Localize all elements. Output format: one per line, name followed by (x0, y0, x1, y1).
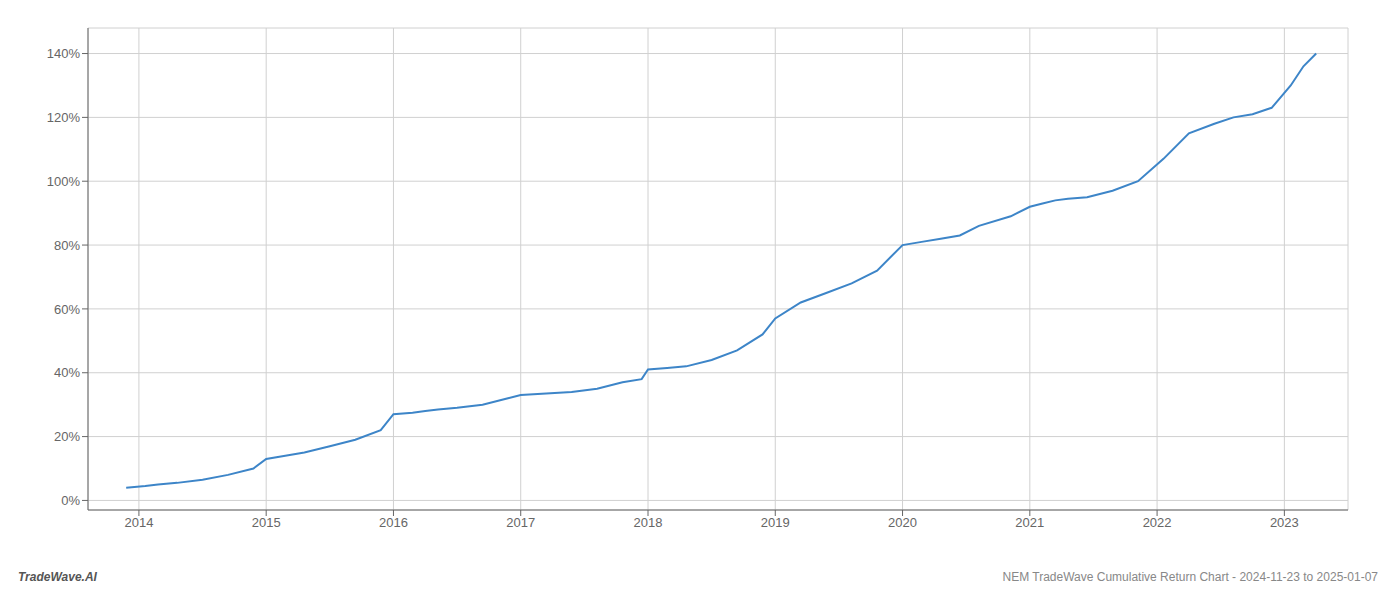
svg-text:60%: 60% (54, 302, 80, 317)
svg-text:2016: 2016 (379, 515, 408, 530)
svg-text:2014: 2014 (124, 515, 153, 530)
svg-text:2023: 2023 (1270, 515, 1299, 530)
svg-text:0%: 0% (61, 493, 80, 508)
svg-text:2019: 2019 (761, 515, 790, 530)
svg-text:100%: 100% (47, 174, 81, 189)
svg-text:2018: 2018 (634, 515, 663, 530)
svg-text:2017: 2017 (506, 515, 535, 530)
svg-text:80%: 80% (54, 238, 80, 253)
svg-text:20%: 20% (54, 429, 80, 444)
svg-text:120%: 120% (47, 110, 81, 125)
svg-text:2021: 2021 (1015, 515, 1044, 530)
html-text:TradeWave.AI: TradeWave.AI (18, 570, 97, 584)
html-text:NEM TradeWave Cumulative Retur: NEM TradeWave Cumulative Return Chart - … (1002, 570, 1378, 584)
svg-text:40%: 40% (54, 365, 80, 380)
svg-text:140%: 140% (47, 46, 81, 61)
svg-text:2015: 2015 (252, 515, 281, 530)
svg-text:2022: 2022 (1143, 515, 1172, 530)
svg-text:2020: 2020 (888, 515, 917, 530)
